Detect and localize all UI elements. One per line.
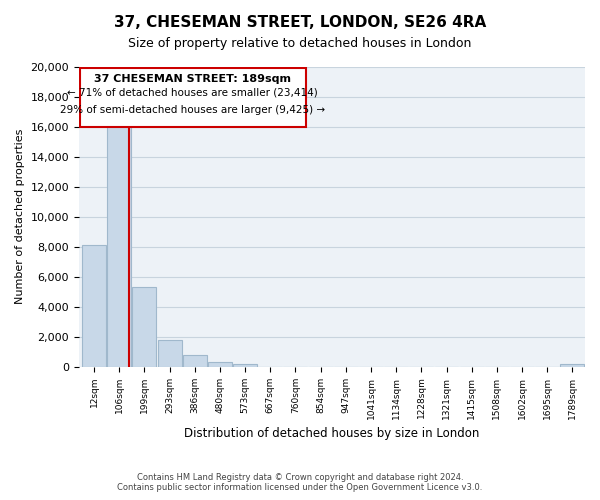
Text: Contains HM Land Registry data © Crown copyright and database right 2024.
Contai: Contains HM Land Registry data © Crown c… xyxy=(118,473,482,492)
X-axis label: Distribution of detached houses by size in London: Distribution of detached houses by size … xyxy=(184,427,479,440)
Text: 37 CHESEMAN STREET: 189sqm: 37 CHESEMAN STREET: 189sqm xyxy=(94,74,292,85)
Y-axis label: Number of detached properties: Number of detached properties xyxy=(15,129,25,304)
Bar xyxy=(158,340,182,367)
Bar xyxy=(183,355,206,367)
Bar xyxy=(107,119,131,367)
Bar xyxy=(133,287,157,367)
Bar xyxy=(208,362,232,367)
Bar xyxy=(560,364,584,367)
FancyBboxPatch shape xyxy=(80,68,305,126)
Text: 37, CHESEMAN STREET, LONDON, SE26 4RA: 37, CHESEMAN STREET, LONDON, SE26 4RA xyxy=(114,15,486,30)
Text: ← 71% of detached houses are smaller (23,414): ← 71% of detached houses are smaller (23… xyxy=(67,88,318,98)
Bar xyxy=(233,364,257,367)
Text: 29% of semi-detached houses are larger (9,425) →: 29% of semi-detached houses are larger (… xyxy=(60,105,325,115)
Text: Size of property relative to detached houses in London: Size of property relative to detached ho… xyxy=(128,38,472,51)
Bar xyxy=(82,245,106,367)
